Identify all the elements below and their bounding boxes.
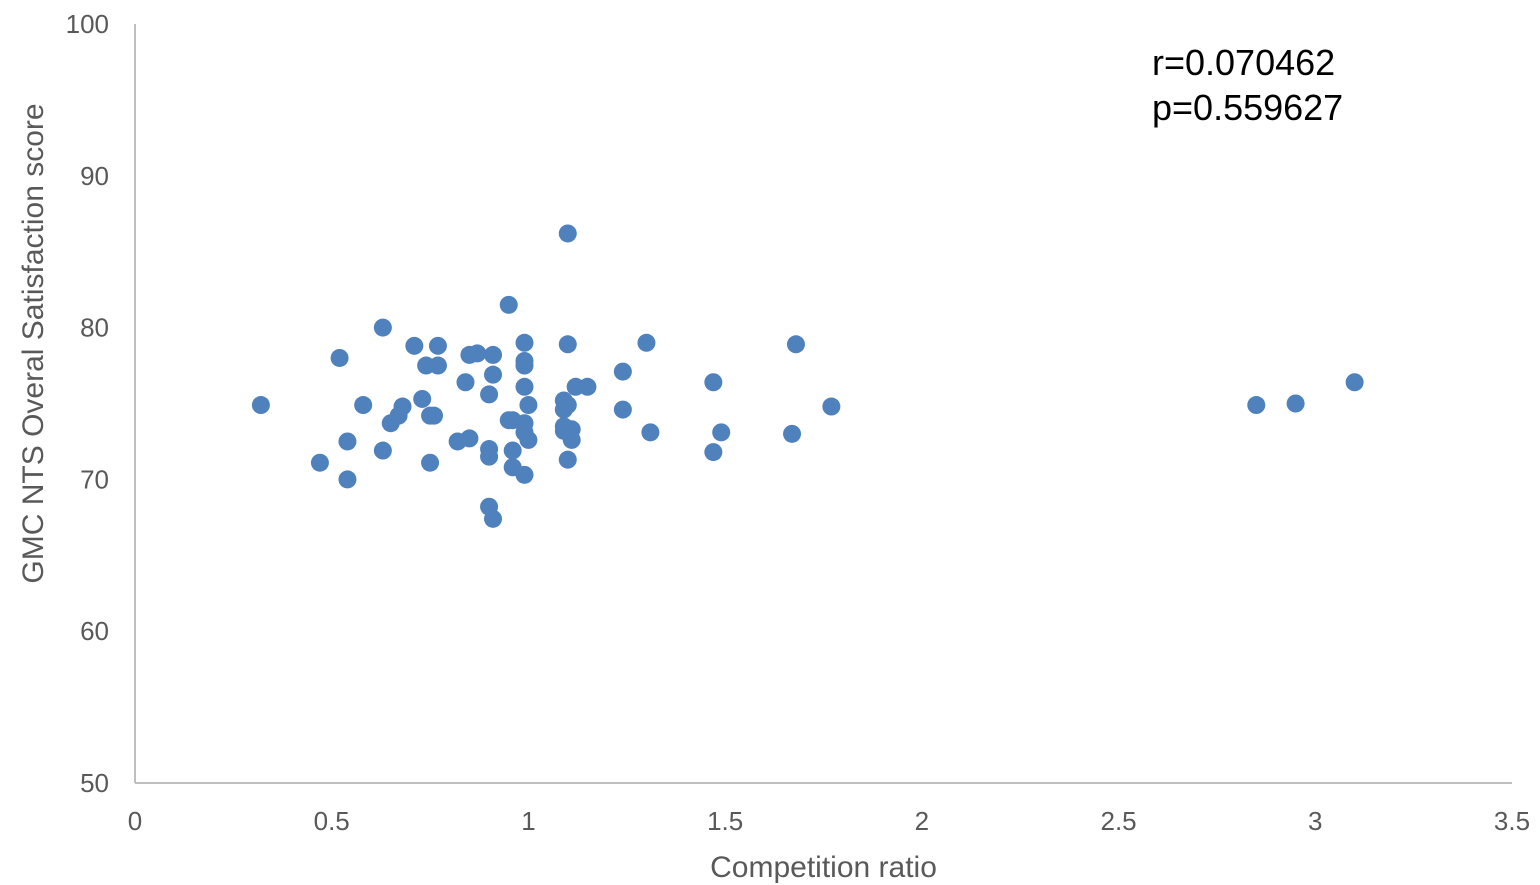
y-tick-label: 90 <box>80 161 109 191</box>
data-point <box>519 430 538 449</box>
x-tick-label: 0.5 <box>314 806 350 836</box>
x-tick-label: 1 <box>521 806 535 836</box>
data-point <box>421 453 440 472</box>
data-point <box>251 396 270 415</box>
correlation-r-annotation: r=0.070462 <box>1152 42 1335 83</box>
x-axis-title: Competition ratio <box>710 851 937 884</box>
data-points <box>251 224 1364 528</box>
data-point <box>515 377 534 396</box>
data-point <box>373 441 392 460</box>
data-point <box>515 333 534 352</box>
data-point <box>515 356 534 375</box>
y-tick-label: 80 <box>80 313 109 343</box>
data-point <box>405 336 424 355</box>
data-point <box>515 465 534 484</box>
data-point <box>393 397 412 416</box>
data-point <box>330 348 349 367</box>
data-point <box>425 406 444 425</box>
data-point <box>558 335 577 354</box>
x-tick-label: 2.5 <box>1100 806 1136 836</box>
data-point <box>822 397 841 416</box>
data-point <box>558 450 577 469</box>
data-point <box>712 423 731 442</box>
data-point <box>413 389 432 408</box>
data-point <box>428 336 447 355</box>
data-point <box>480 385 499 404</box>
data-point <box>503 441 522 460</box>
data-point <box>373 318 392 337</box>
data-point <box>499 295 518 314</box>
x-tick-label: 2 <box>915 806 929 836</box>
data-point <box>641 423 660 442</box>
y-axis-title: GMC NTS Overal Satisfaction score <box>17 103 50 583</box>
data-point <box>1247 396 1266 415</box>
data-point <box>338 470 357 489</box>
data-point <box>519 396 538 415</box>
data-point <box>354 396 373 415</box>
data-point <box>783 424 802 443</box>
x-tick-label: 3.5 <box>1494 806 1530 836</box>
data-point <box>338 432 357 451</box>
data-point <box>310 453 329 472</box>
data-point <box>468 344 487 363</box>
data-point <box>704 373 723 392</box>
y-tick-label: 60 <box>80 616 109 646</box>
x-tick-label: 3 <box>1308 806 1322 836</box>
y-tick-label: 50 <box>80 768 109 798</box>
y-tick-label: 100 <box>66 9 109 39</box>
data-point <box>1345 373 1364 392</box>
data-point <box>578 377 597 396</box>
data-point <box>637 333 656 352</box>
x-tick-label: 0 <box>128 806 142 836</box>
data-point <box>562 430 581 449</box>
data-point <box>704 443 723 462</box>
data-point <box>456 373 475 392</box>
data-point <box>460 429 479 448</box>
data-point <box>613 400 632 419</box>
p-value-annotation: p=0.559627 <box>1152 87 1343 128</box>
data-point <box>558 396 577 415</box>
data-point <box>1286 394 1305 413</box>
data-point <box>484 365 503 384</box>
data-point <box>558 224 577 243</box>
x-tick-labels: 0 0.5 1 1.5 2 2.5 3 3.5 <box>128 806 1530 836</box>
y-tick-labels: 50 60 70 80 90 100 <box>66 9 109 798</box>
data-point <box>480 447 499 466</box>
x-tick-label: 1.5 <box>707 806 743 836</box>
data-point <box>613 362 632 381</box>
data-point <box>786 335 805 354</box>
data-point <box>484 345 503 364</box>
y-tick-label: 70 <box>80 464 109 494</box>
data-point <box>428 356 447 375</box>
data-point <box>484 509 503 528</box>
